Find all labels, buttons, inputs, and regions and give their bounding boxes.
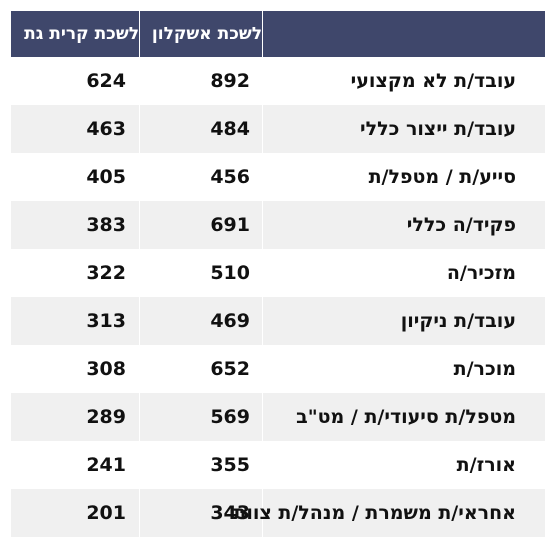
cell-occupation: עובד/ת ניקיון bbox=[262, 297, 545, 345]
table-row: מטפל/ת סיעודי/ת / מט"ב 569 289 bbox=[11, 393, 545, 441]
cell-ashkelon: 456 bbox=[139, 153, 262, 201]
cell-ashkelon: 691 bbox=[139, 201, 262, 249]
cell-ashkelon: 469 bbox=[139, 297, 262, 345]
cell-kiryat-gat: 405 bbox=[86, 166, 126, 188]
occupations-table: לשכת אשקלון לשכת קרית גת עובד/ת לא מקצוע… bbox=[11, 11, 545, 537]
cell-kiryat-gat: 241 bbox=[86, 454, 126, 476]
cell-kiryat-gat: 624 bbox=[86, 70, 126, 92]
cell-ashkelon: 510 bbox=[139, 249, 262, 297]
cell-occupation: מזכיר/ה bbox=[262, 249, 545, 297]
cell-occupation: מוכר/ת bbox=[262, 345, 545, 393]
table-row: עובד/ת לא מקצועי 892 624 bbox=[11, 57, 545, 105]
cell-kiryat-gat: 313 bbox=[86, 310, 126, 332]
cell-kiryat-gat: 308 bbox=[86, 358, 126, 380]
cell-occupation: סייע/ת / מטפל/ת bbox=[262, 153, 545, 201]
cell-kiryat-gat: 463 bbox=[86, 118, 126, 140]
cell-occupation: עובד/ת לא מקצועי bbox=[262, 57, 545, 105]
cell-ashkelon: 355 bbox=[139, 441, 262, 489]
cell-occupation: מטפל/ת סיעודי/ת / מט"ב bbox=[262, 393, 545, 441]
cell-occupation: פקיד/ה כללי bbox=[262, 201, 545, 249]
table-header: לשכת אשקלון לשכת קרית גת bbox=[11, 11, 545, 57]
header-kiryat-gat: לשכת קרית גת bbox=[24, 24, 139, 44]
cell-ashkelon: 652 bbox=[139, 345, 262, 393]
table-row: אורז/ת 355 241 bbox=[11, 441, 545, 489]
cell-kiryat-gat: 383 bbox=[86, 214, 126, 236]
table-row: עובד/ת ייצור כללי 484 463 bbox=[11, 105, 545, 153]
header-ashkelon: לשכת אשקלון bbox=[139, 11, 262, 57]
cell-kiryat-gat: 201 bbox=[86, 502, 126, 524]
table-row: מוכר/ת 652 308 bbox=[11, 345, 545, 393]
cell-ashkelon: 892 bbox=[139, 57, 262, 105]
cell-occupation: אורז/ת bbox=[262, 441, 545, 489]
cell-kiryat-gat: 289 bbox=[86, 406, 126, 428]
cell-occupation: אחראי/ת משמרת / מנהל/ת צוות bbox=[233, 489, 545, 537]
table-row: מזכיר/ה 510 322 bbox=[11, 249, 545, 297]
table-row: עובד/ת ניקיון 469 313 bbox=[11, 297, 545, 345]
header-occupation bbox=[262, 11, 545, 57]
cell-ashkelon: 484 bbox=[139, 105, 262, 153]
table-row: אחראי/ת משמרת / מנהל/ת צוות 343 201 bbox=[11, 489, 545, 537]
cell-ashkelon: 569 bbox=[139, 393, 262, 441]
cell-ashkelon: 343 bbox=[139, 489, 262, 537]
table-row: סייע/ת / מטפל/ת 456 405 bbox=[11, 153, 545, 201]
table-row: פקיד/ה כללי 691 383 bbox=[11, 201, 545, 249]
cell-kiryat-gat: 322 bbox=[86, 262, 126, 284]
table-body: עובד/ת לא מקצועי 892 624 עובד/ת ייצור כל… bbox=[11, 57, 545, 537]
cell-occupation: עובד/ת ייצור כללי bbox=[262, 105, 545, 153]
